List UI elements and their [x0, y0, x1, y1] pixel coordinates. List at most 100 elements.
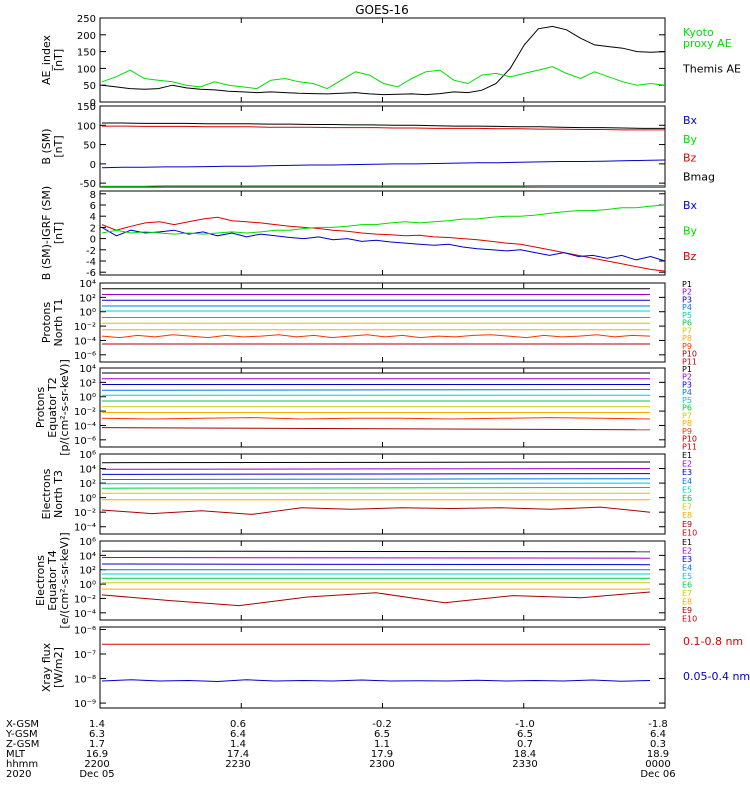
- y-tick-label: 50: [83, 81, 96, 92]
- y-axis-label: [e/(cm²-s-sr-keV)]: [58, 532, 71, 628]
- y-tick-label: 100: [77, 64, 96, 75]
- legend-entry: P8: [682, 419, 692, 428]
- ephem-value: 0.7: [517, 739, 533, 750]
- legend-entry: E5: [682, 485, 692, 494]
- legend-entry: 0.05-0.4 nm: [683, 670, 750, 683]
- y-tick-label: 200: [77, 31, 96, 42]
- y-axis-label: [p/(cm²-s-sr-keV)]: [58, 359, 71, 456]
- ephem-value: Dec 06: [640, 769, 675, 780]
- panel-p_equator: 10⁴ 10² 10⁰ 10⁻² 10⁻⁴ 10⁻⁶ Protons Equator T2 [p…: [34, 359, 697, 456]
- ephem-value: 0.3: [650, 739, 666, 750]
- legend-entry: Bx: [683, 114, 698, 127]
- y-tick-label: 10⁰: [79, 308, 96, 319]
- y-axis-label: B (SM)-IGRF (SM): [40, 186, 53, 280]
- legend-entry: E2: [682, 547, 692, 556]
- y-tick-label: 10⁻⁴: [74, 336, 96, 347]
- y-tick-label: 10⁻²: [74, 407, 96, 418]
- y-tick-label: 6: [90, 201, 96, 212]
- legend-entry: E7: [682, 503, 692, 512]
- y-tick-label: 50: [83, 141, 96, 152]
- ephem-value: 6.5: [517, 729, 533, 740]
- ephem-value: 17.9: [371, 749, 393, 760]
- ephem-value: 1.4: [230, 739, 246, 750]
- y-axis-label: North T3: [52, 470, 65, 518]
- ephem-value: 0.6: [230, 719, 246, 730]
- y-axis-label: [nT]: [52, 135, 65, 157]
- series-e3: [101, 563, 651, 566]
- series-e1: [101, 461, 651, 464]
- legend-entry: P4: [682, 388, 692, 397]
- y-tick-label: 10⁻⁹: [74, 699, 96, 710]
- ephem-value: 6.4: [230, 729, 246, 740]
- legend-entry: E2: [682, 460, 692, 469]
- ephem-value: 1.4: [89, 719, 105, 730]
- y-tick-label: 10⁻⁷: [74, 650, 96, 661]
- series-p4: [101, 389, 651, 391]
- y-tick-label: -50: [80, 179, 96, 190]
- ephem-label: hhmm: [6, 759, 38, 770]
- legend-entry: P2: [682, 373, 692, 382]
- y-axis-label: AE_index: [40, 34, 53, 85]
- panel-p_north: 10⁴ 10² 10⁰ 10⁻² 10⁻⁴ 10⁻⁶ Protons North T1 P1P2…: [40, 279, 697, 366]
- ephem-label: 2020: [6, 769, 31, 780]
- y-tick-label: 0: [90, 98, 96, 109]
- legend-entry: P10: [682, 350, 697, 359]
- y-tick-label: 10⁴: [79, 551, 96, 562]
- legend-entry: By: [683, 133, 698, 146]
- legend-entry: By: [683, 224, 698, 237]
- y-tick-label: -6: [86, 268, 96, 279]
- panel-e_equator: 10⁶ 10⁴ 10² 10⁰ 10⁻² 10⁻⁴ Electrons Equator T4[…: [34, 532, 697, 628]
- legend-entry: E5: [682, 572, 692, 581]
- y-tick-label: 10⁻⁶: [74, 436, 96, 447]
- y-tick-label: 100: [77, 121, 96, 132]
- panel-frame: [99, 367, 666, 448]
- legend-entry: E9: [682, 606, 692, 615]
- legend-entry: P11: [682, 442, 697, 451]
- panel-frame: [99, 540, 666, 621]
- series-e9: [101, 591, 651, 607]
- panel-bsm: 150 100 50 0 -50 B (SM) [nT] Bx By Bz Bmag: [40, 102, 715, 190]
- series-themis-ae: [101, 25, 666, 96]
- legend-entry: E3: [682, 555, 692, 564]
- legend-entry: E6: [682, 581, 692, 590]
- y-tick-label: 10²: [79, 293, 96, 304]
- ephem-value: 18.9: [647, 749, 669, 760]
- y-axis-label: B (SM): [40, 128, 53, 164]
- legend-entry: E10: [682, 528, 697, 537]
- legend-entry: E4: [682, 477, 692, 486]
- ephem-value: -0.2: [372, 719, 392, 730]
- y-tick-label: 10²: [79, 378, 96, 389]
- legend-entry: P10: [682, 435, 697, 444]
- legend-entry: E1: [682, 538, 692, 547]
- panel-xray: 10⁻⁶ 10⁻⁷ 10⁻⁸ 10⁻⁹ Xray flux [W/m2] 0.1-0.8 n…: [40, 625, 750, 710]
- y-tick-label: 4: [90, 212, 96, 223]
- legend-entry: Kyoto: [683, 26, 714, 39]
- y-tick-label: -4: [86, 257, 96, 268]
- y-tick-label: 10⁴: [79, 364, 96, 375]
- y-tick-label: 10⁻⁴: [74, 523, 96, 534]
- y-axis-label: [nT]: [52, 222, 65, 244]
- series-e5: [101, 482, 651, 485]
- series-e4: [101, 478, 651, 480]
- y-tick-label: 0: [90, 235, 96, 246]
- series-e6: [101, 487, 651, 489]
- legend-entry: P4: [682, 303, 692, 312]
- legend-entry: P1: [682, 365, 692, 374]
- y-tick-label: 2: [90, 223, 96, 234]
- series-bx: [101, 159, 666, 169]
- legend-entry: E1: [682, 451, 692, 460]
- y-tick-label: 10²: [79, 566, 96, 577]
- legend-entry: E7: [682, 589, 692, 598]
- legend-entry: P5: [682, 311, 692, 320]
- y-axis-label: Protons: [40, 302, 53, 343]
- legend-entry: E3: [682, 468, 692, 477]
- legend-entry: P3: [682, 295, 692, 304]
- legend-entry: Bz: [683, 250, 697, 263]
- y-tick-label: 150: [77, 48, 96, 59]
- y-tick-label: 10⁶: [79, 450, 96, 461]
- y-axis-label: Equator T4: [46, 550, 59, 610]
- y-tick-label: 10⁴: [79, 279, 96, 290]
- legend-entry: E10: [682, 615, 697, 624]
- legend-entry: E8: [682, 511, 692, 520]
